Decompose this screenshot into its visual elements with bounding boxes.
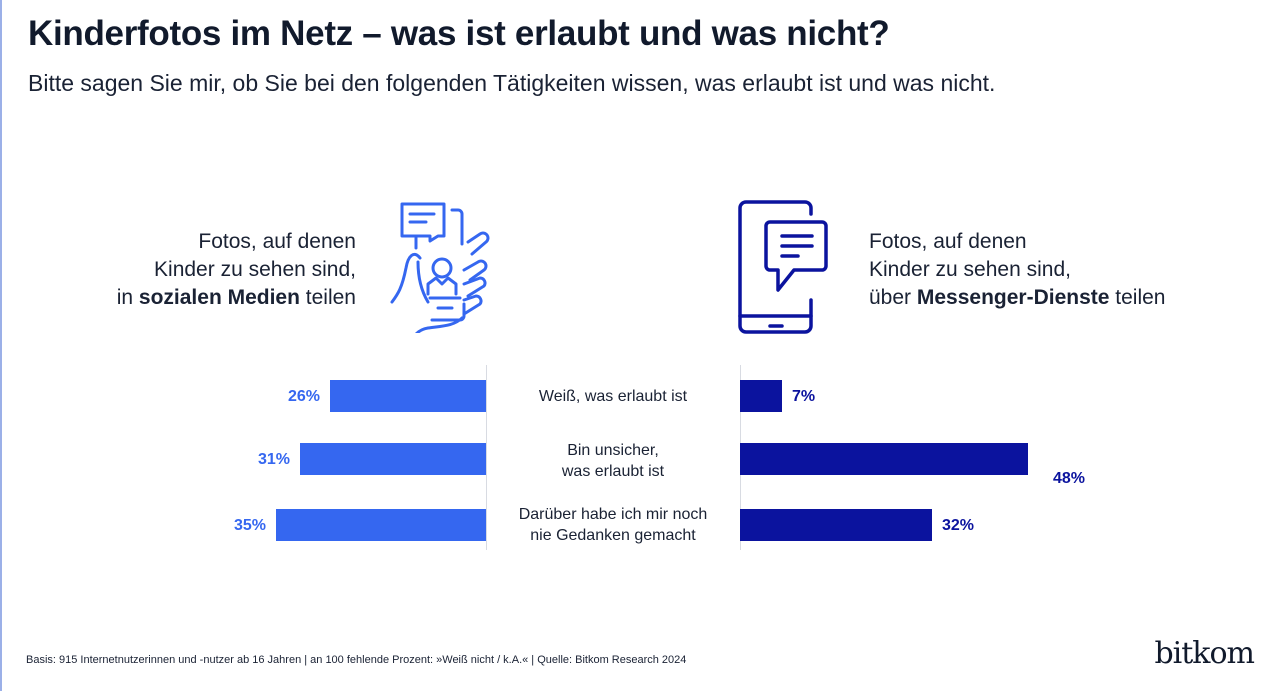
bar-social-media xyxy=(330,380,486,412)
bitkom-logo: bitkom xyxy=(1154,636,1255,671)
smartphone-message-icon xyxy=(738,200,828,334)
value-label-social-media: 26% xyxy=(287,388,320,405)
left-heading-bold: sozialen Medien xyxy=(138,286,300,309)
bar-messenger xyxy=(740,443,1028,475)
right-heading-post: teilen xyxy=(1109,286,1166,309)
category-label-line: was erlaubt ist xyxy=(561,463,665,480)
category-label-line: Bin unsicher, xyxy=(567,442,659,459)
category-label-line: Darüber habe ich mir noch xyxy=(518,506,708,523)
right-heading-pre: über xyxy=(869,286,917,309)
footer-note: Basis: 915 Internetnutzerinnen und -nutz… xyxy=(26,654,687,666)
right-heading-line1: Fotos, auf denen xyxy=(869,230,1027,253)
page-title: Kinderfotos im Netz – was ist erlaubt un… xyxy=(28,14,890,53)
value-label-social-media: 31% xyxy=(257,451,290,468)
left-heading-pre: in xyxy=(116,286,139,309)
left-heading-line1: Fotos, auf denen xyxy=(198,230,356,253)
category-label-line: nie Gedanken gemacht xyxy=(530,527,696,544)
hand-smartphone-icon xyxy=(390,202,490,333)
category-label: Darüber habe ich mir noch nie Gedanken ge… xyxy=(486,504,740,546)
bar-social-media xyxy=(276,509,486,541)
subtitle: Bitte sagen Sie mir, ob Sie bei den folg… xyxy=(28,70,996,96)
category-label: Weiß, was erlaubt ist xyxy=(486,386,740,407)
right-heading-line2: Kinder zu sehen sind, xyxy=(869,258,1071,281)
category-label: Bin unsicher, was erlaubt ist xyxy=(486,440,740,482)
bar-social-media xyxy=(300,443,486,475)
value-label-messenger: 32% xyxy=(942,517,975,534)
right-heading: Fotos, auf denen Kinder zu sehen sind, ü… xyxy=(869,228,1166,312)
value-label-messenger: 48% xyxy=(1053,470,1086,487)
left-edge xyxy=(0,0,2,691)
left-heading-post: teilen xyxy=(299,286,356,309)
bar-messenger xyxy=(740,380,782,412)
right-heading-bold: Messenger-Dienste xyxy=(916,286,1110,309)
bar-messenger xyxy=(740,509,932,541)
value-label-social-media: 35% xyxy=(233,517,266,534)
left-heading-line2: Kinder zu sehen sind, xyxy=(154,258,356,281)
value-label-messenger: 7% xyxy=(792,388,816,405)
category-label-line: Weiß, was erlaubt ist xyxy=(538,388,688,405)
left-heading: Fotos, auf denen Kinder zu sehen sind, i… xyxy=(117,228,356,312)
left-axis-line xyxy=(486,365,487,550)
